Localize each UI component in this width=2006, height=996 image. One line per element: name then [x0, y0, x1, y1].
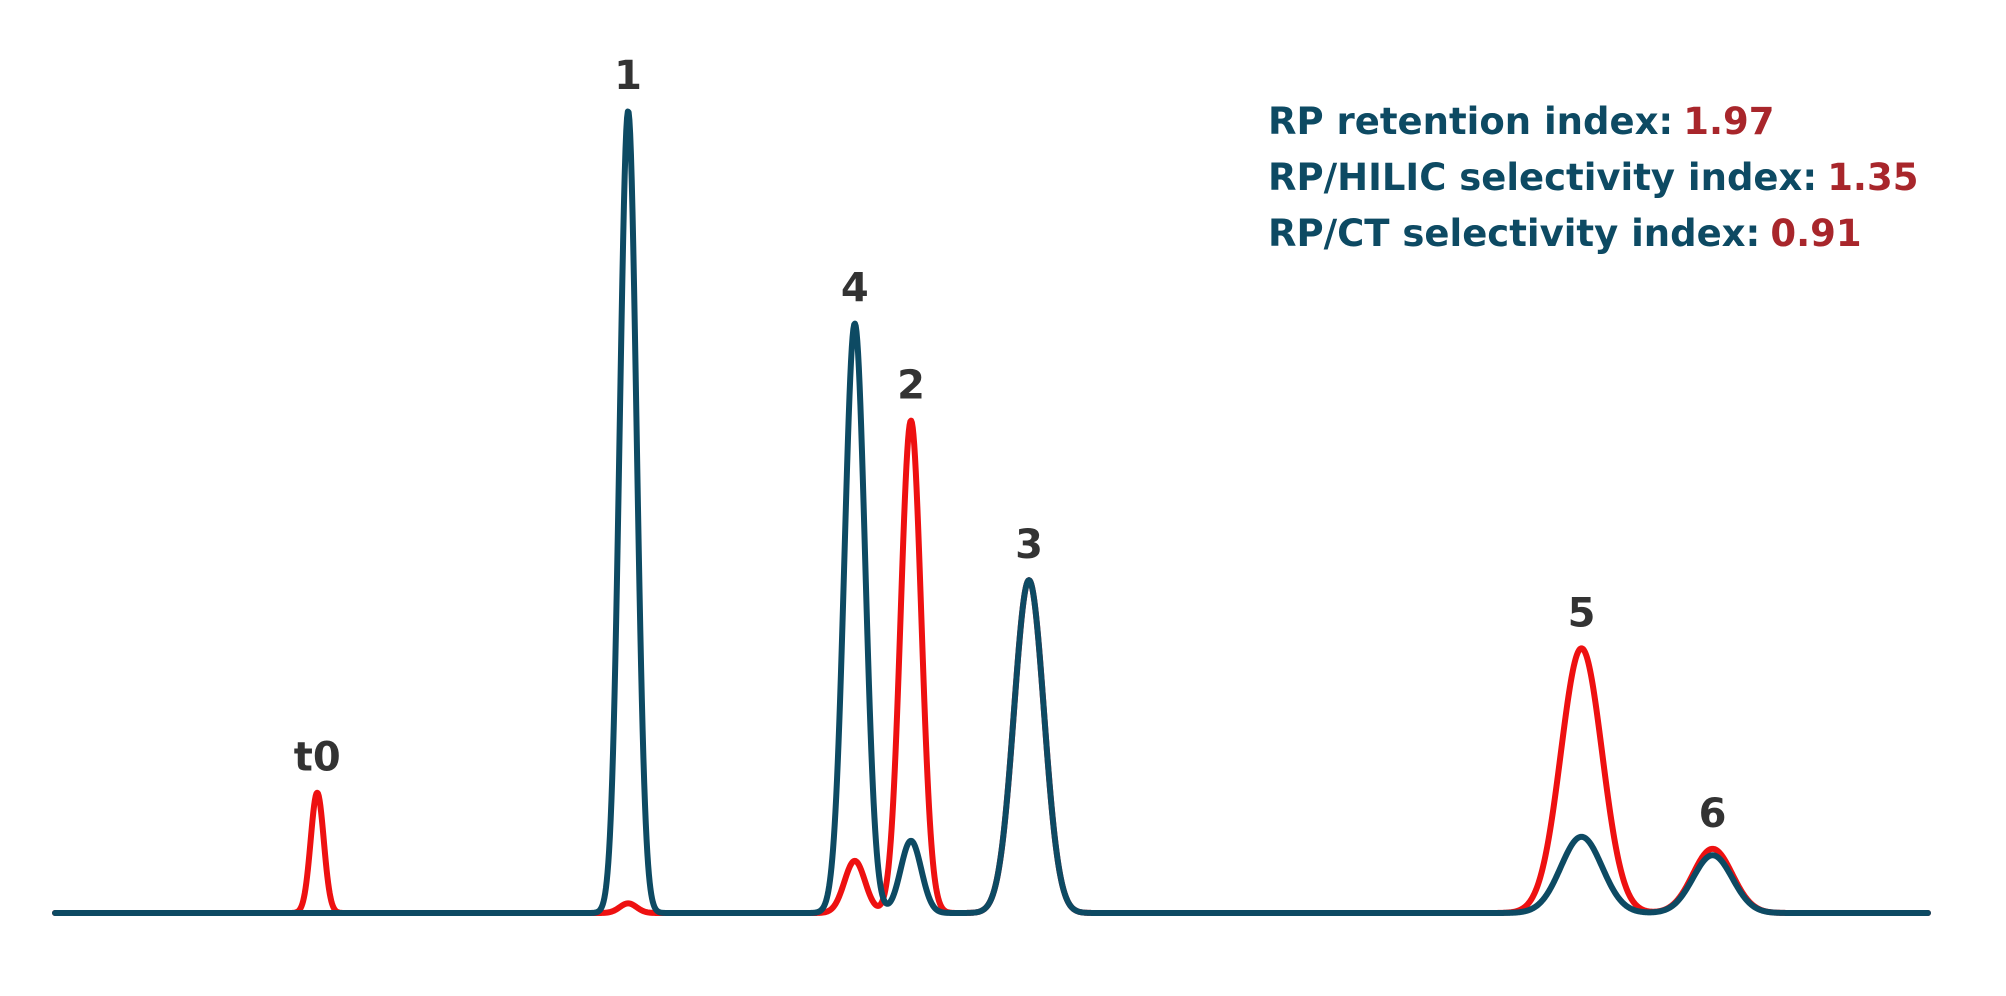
rp-ct-selectivity-index-line: RP/CT selectivity index: 0.91 [1268, 212, 1862, 255]
rp-retention-index-label: RP retention index: [1268, 100, 1673, 143]
peak-label-6: 6 [1699, 791, 1727, 837]
rp-ct-selectivity-index-label: RP/CT selectivity index: [1268, 212, 1760, 255]
traces [52, 108, 1931, 916]
rp-ct-selectivity-index-value: 0.91 [1770, 212, 1861, 255]
rp-retention-index-value: 1.97 [1683, 100, 1774, 143]
peak-label-2: 2 [897, 363, 925, 409]
rp-hilic-selectivity-index-label: RP/HILIC selectivity index: [1268, 156, 1817, 199]
peak-label-3: 3 [1015, 522, 1043, 568]
rp-retention-index-line: RP retention index: 1.97 [1268, 100, 1775, 143]
peak-label-5: 5 [1568, 590, 1596, 636]
rp-hilic-selectivity-index-value: 1.35 [1827, 156, 1918, 199]
index-annotations: RP retention index: 1.97 RP/HILIC selecti… [1268, 100, 1918, 255]
peak-label-1: 1 [614, 53, 642, 99]
rp-hilic-selectivity-index-line: RP/HILIC selectivity index: 1.35 [1268, 156, 1918, 199]
blue-trace [52, 108, 1931, 916]
peak-label-4: 4 [841, 266, 869, 312]
peak-labels: t0 1 4 2 3 5 6 [294, 53, 1727, 837]
red-trace [52, 417, 1931, 916]
peak-label-t0: t0 [294, 735, 341, 781]
